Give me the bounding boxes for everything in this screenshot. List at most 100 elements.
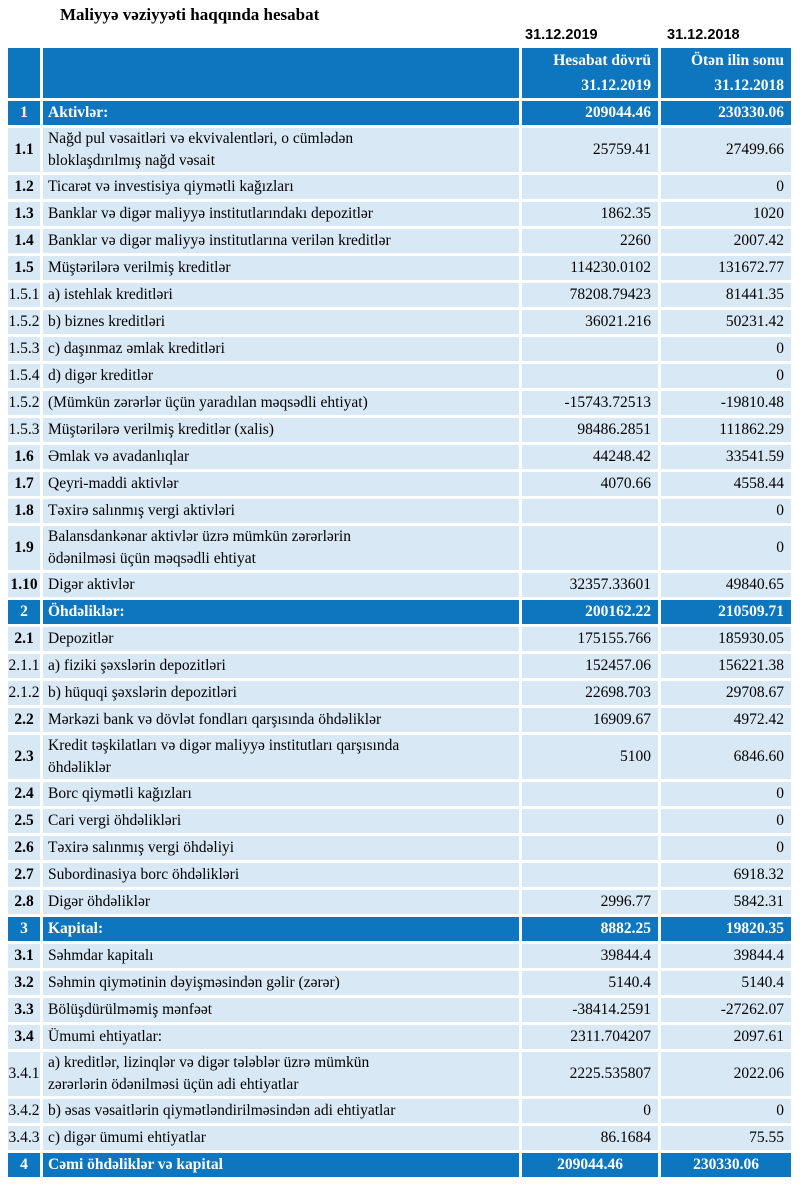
- row-number: 2.4: [8, 782, 40, 806]
- value-2018: 210509.71: [661, 600, 791, 624]
- row-number: 1.5.2: [8, 310, 40, 334]
- value-2018: 19820.35: [661, 917, 791, 941]
- table-body: 1 Aktivlər: 209044.46 230330.06 1.1 Nağd pul …: [8, 101, 791, 1177]
- value-2019: 2260: [522, 229, 658, 253]
- value-2019: 36021.216: [522, 310, 658, 334]
- value-2019: 209044.46: [522, 1153, 658, 1177]
- value-2018: 27499.66: [661, 128, 791, 172]
- row-number: 2.1.1: [8, 654, 40, 678]
- table-row: 2.3 Kredit təşkilatları və digər maliyyə …: [8, 735, 791, 779]
- row-number: 1.10: [8, 573, 40, 597]
- value-2019: 44248.42: [522, 445, 658, 469]
- row-number: 1.8: [8, 499, 40, 523]
- row-number: 4: [8, 1153, 40, 1177]
- value-2019: 114230.0102: [522, 256, 658, 280]
- row-label: Bölüşdürülməmiş mənfəət: [43, 998, 519, 1022]
- row-number: 1.5.1: [8, 283, 40, 307]
- table-row: 3.3 Bölüşdürülməmiş mənfəət -38414.2591 -27…: [8, 998, 791, 1022]
- table-row: 3.4 Ümumi ehtiyatlar: 2311.704207 2097.61: [8, 1025, 791, 1049]
- table-row: 1.2 Ticarət və investisiya qiymətli kağız…: [8, 175, 791, 199]
- row-number: 1.3: [8, 202, 40, 226]
- value-2018: 49840.65: [661, 573, 791, 597]
- header-prior-year-cell: Ötən ilin sonu 31.12.2018: [661, 48, 791, 98]
- report-title: Maliyyə vəziyyəti haqqında hesabat: [60, 5, 320, 24]
- value-2018: 1020: [661, 202, 791, 226]
- table-row: 1.5.2 b) biznes kreditləri 36021.216 50231.…: [8, 310, 791, 334]
- table-row: 1.4 Banklar və digər maliyyə institutları…: [8, 229, 791, 253]
- value-2018: 0: [661, 809, 791, 833]
- value-2019: 4070.66: [522, 472, 658, 496]
- row-number: 3.4.2: [8, 1099, 40, 1123]
- value-2018: 39844.4: [661, 944, 791, 968]
- row-label: b) əsas vəsaitlərin qiymətləndirilməsind…: [43, 1099, 519, 1123]
- value-2018: 33541.59: [661, 445, 791, 469]
- row-number: 2.1.2: [8, 681, 40, 705]
- value-2018: 4558.44: [661, 472, 791, 496]
- row-number: 2.3: [8, 735, 40, 779]
- row-number: 3.3: [8, 998, 40, 1022]
- value-2018: -27262.07: [661, 998, 791, 1022]
- table-row: 2.1.2 b) hüquqi şəxslərin depozitləri 2269…: [8, 681, 791, 705]
- value-2019: 1862.35: [522, 202, 658, 226]
- table-row: 3.4.3 c) digər ümumi ehtiyatlar 86.1684 75.…: [8, 1126, 791, 1150]
- value-2019: 98486.2851: [522, 418, 658, 442]
- value-2018: 131672.77: [661, 256, 791, 280]
- row-number: 1.6: [8, 445, 40, 469]
- row-number: 3.4.1: [8, 1052, 40, 1096]
- value-2018: 0: [661, 499, 791, 523]
- header-row: Hesabat dövrü 31.12.2019 Ötən ilin sonu …: [8, 48, 791, 98]
- table-row: 2.7 Subordinasiya borc öhdəlikləri 6918.32: [8, 863, 791, 887]
- row-label: c) digər ümumi ehtiyatlar: [43, 1126, 519, 1150]
- value-2018: 0: [661, 526, 791, 570]
- row-label: Kredit təşkilatları və digər maliyyə ins…: [43, 735, 519, 779]
- table-row: 1.6 Əmlak və avadanlıqlar 44248.42 33541.59: [8, 445, 791, 469]
- table-row: 1.10 Digər aktivlər 32357.33601 49840.65: [8, 573, 791, 597]
- table-row: 1.5.4 d) digər kreditlər 0: [8, 364, 791, 388]
- row-label: Borc qiymətli kağızları: [43, 782, 519, 806]
- row-label: Təxirə salınmış vergi öhdəliyi: [43, 836, 519, 860]
- table-row: 2.1.1 a) fiziki şəxslərin depozitləri 1524…: [8, 654, 791, 678]
- value-2018: -19810.48: [661, 391, 791, 415]
- value-2018: 29708.67: [661, 681, 791, 705]
- value-2018: 6846.60: [661, 735, 791, 779]
- row-number: 3: [8, 917, 40, 941]
- row-label: Depozitlər: [43, 627, 519, 651]
- date-2018-label: 31.12.2018: [667, 27, 740, 43]
- row-label: b) biznes kreditləri: [43, 310, 519, 334]
- value-2019: [522, 526, 658, 570]
- table-row: 3.4.2 b) əsas vəsaitlərin qiymətləndirilm…: [8, 1099, 791, 1123]
- row-number: 2.2: [8, 708, 40, 732]
- header-blank-number-cell: [8, 48, 40, 98]
- value-2019: 86.1684: [522, 1126, 658, 1150]
- row-label: Səhmin qiymətinin dəyişməsindən gəlir (z…: [43, 971, 519, 995]
- table-row: 1.5 Müştərilərə verilmiş kreditlər 114230.…: [8, 256, 791, 280]
- value-2018: 5842.31: [661, 890, 791, 914]
- value-2019: [522, 782, 658, 806]
- row-number: 1.5: [8, 256, 40, 280]
- value-2018: 111862.29: [661, 418, 791, 442]
- row-label: a) fiziki şəxslərin depozitləri: [43, 654, 519, 678]
- row-number: 2.7: [8, 863, 40, 887]
- value-2018: 230330.06: [661, 1153, 791, 1177]
- row-label: Əmlak və avadanlıqlar: [43, 445, 519, 469]
- header-blank-label-cell: [43, 48, 519, 98]
- row-label: Cari vergi öhdəlikləri: [43, 809, 519, 833]
- row-label: c) daşınmaz əmlak kreditləri: [43, 337, 519, 361]
- value-2019: 209044.46: [522, 101, 658, 125]
- value-2018: 156221.38: [661, 654, 791, 678]
- table-row: 2.4 Borc qiymətli kağızları 0: [8, 782, 791, 806]
- row-label: Kapital:: [43, 917, 519, 941]
- table-header: Hesabat dövrü 31.12.2019 Ötən ilin sonu …: [8, 48, 791, 98]
- row-number: 3.4.3: [8, 1126, 40, 1150]
- row-number: 2: [8, 600, 40, 624]
- value-2019: 175155.766: [522, 627, 658, 651]
- value-2019: 200162.22: [522, 600, 658, 624]
- table-row: 2.1 Depozitlər 175155.766 185930.05: [8, 627, 791, 651]
- table-row: 1.5.3 Müştərilərə verilmiş kreditlər (xal…: [8, 418, 791, 442]
- dates-row: 31.12.2019 31.12.2018: [0, 27, 800, 45]
- section-row: 2 Öhdəliklər: 200162.22 210509.71: [8, 600, 791, 624]
- row-label: Ticarət və investisiya qiymətli kağızlar…: [43, 175, 519, 199]
- value-2018: 0: [661, 364, 791, 388]
- table-row: 3.2 Səhmin qiymətinin dəyişməsindən gəlir…: [8, 971, 791, 995]
- value-2019: [522, 499, 658, 523]
